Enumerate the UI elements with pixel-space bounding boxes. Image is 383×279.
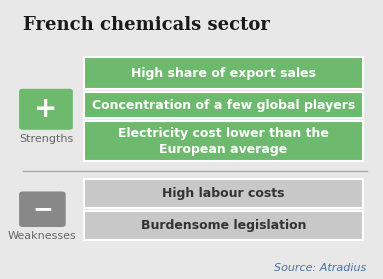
Text: Source: Atradius: Source: Atradius <box>275 263 367 273</box>
Text: High share of export sales: High share of export sales <box>131 67 316 80</box>
Text: Weaknesses: Weaknesses <box>8 231 77 241</box>
Text: +: + <box>34 95 58 123</box>
FancyBboxPatch shape <box>19 191 65 227</box>
FancyBboxPatch shape <box>83 121 363 161</box>
Text: French chemicals sector: French chemicals sector <box>23 16 270 34</box>
FancyBboxPatch shape <box>19 89 73 130</box>
Text: Strengths: Strengths <box>19 134 73 144</box>
FancyBboxPatch shape <box>83 92 363 118</box>
Text: High labour costs: High labour costs <box>162 187 285 200</box>
Text: −: − <box>32 197 53 221</box>
FancyBboxPatch shape <box>83 57 363 89</box>
Text: Electricity cost lower than the
European average: Electricity cost lower than the European… <box>118 127 329 156</box>
FancyBboxPatch shape <box>83 179 363 208</box>
FancyBboxPatch shape <box>83 211 363 240</box>
Text: Burdensome legislation: Burdensome legislation <box>141 219 306 232</box>
Text: Concentration of a few global players: Concentration of a few global players <box>92 99 355 112</box>
